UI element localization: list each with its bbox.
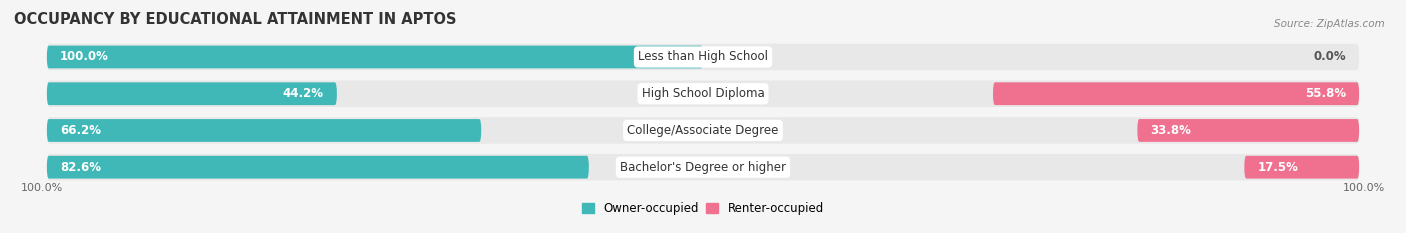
FancyBboxPatch shape [46, 80, 1360, 107]
Text: 100.0%: 100.0% [21, 184, 63, 193]
FancyBboxPatch shape [46, 154, 1360, 180]
Text: 55.8%: 55.8% [1305, 87, 1346, 100]
Text: 82.6%: 82.6% [60, 161, 101, 174]
Text: OCCUPANCY BY EDUCATIONAL ATTAINMENT IN APTOS: OCCUPANCY BY EDUCATIONAL ATTAINMENT IN A… [14, 12, 457, 27]
Text: 44.2%: 44.2% [283, 87, 323, 100]
FancyBboxPatch shape [46, 44, 1360, 70]
Text: 0.0%: 0.0% [1313, 51, 1346, 63]
Text: 100.0%: 100.0% [60, 51, 108, 63]
FancyBboxPatch shape [46, 82, 337, 105]
Text: 33.8%: 33.8% [1150, 124, 1191, 137]
FancyBboxPatch shape [46, 117, 1360, 144]
Text: Source: ZipAtlas.com: Source: ZipAtlas.com [1274, 19, 1385, 29]
Text: College/Associate Degree: College/Associate Degree [627, 124, 779, 137]
Text: Bachelor's Degree or higher: Bachelor's Degree or higher [620, 161, 786, 174]
Text: High School Diploma: High School Diploma [641, 87, 765, 100]
FancyBboxPatch shape [1244, 156, 1360, 178]
FancyBboxPatch shape [46, 119, 481, 142]
Text: 66.2%: 66.2% [60, 124, 101, 137]
Text: 17.5%: 17.5% [1257, 161, 1298, 174]
Text: 100.0%: 100.0% [1343, 184, 1385, 193]
FancyBboxPatch shape [993, 82, 1360, 105]
FancyBboxPatch shape [46, 156, 589, 178]
FancyBboxPatch shape [46, 46, 703, 68]
Text: Less than High School: Less than High School [638, 51, 768, 63]
Legend: Owner-occupied, Renter-occupied: Owner-occupied, Renter-occupied [578, 197, 828, 219]
FancyBboxPatch shape [1137, 119, 1360, 142]
